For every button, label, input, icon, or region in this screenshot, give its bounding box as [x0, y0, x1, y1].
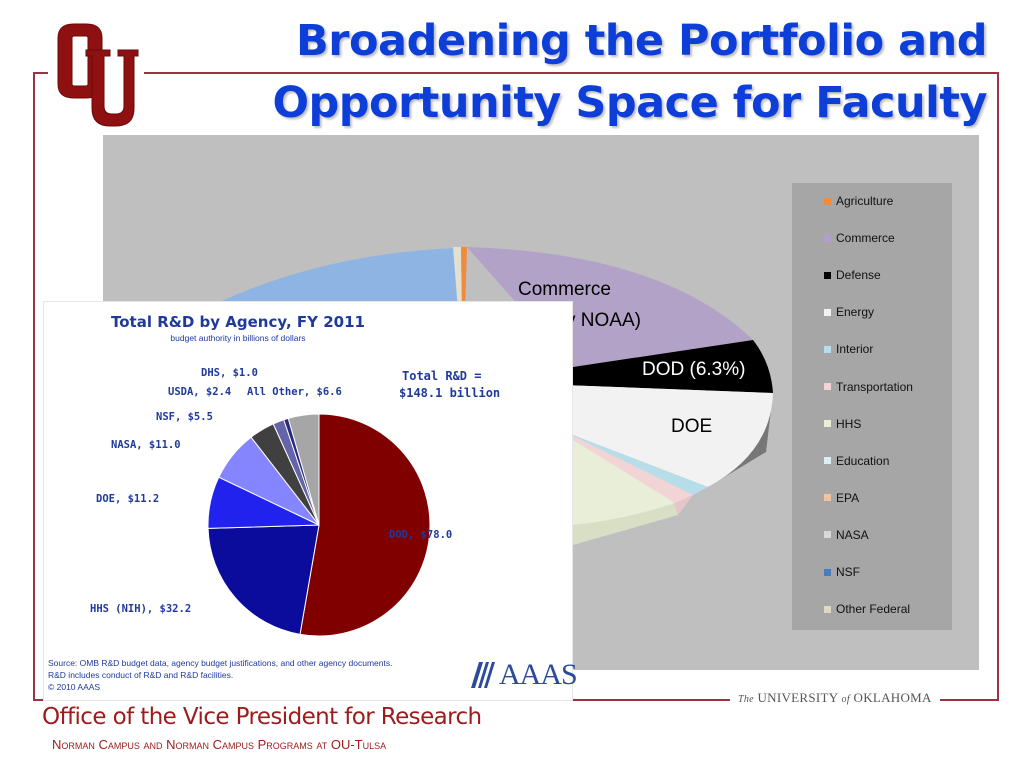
university-of: of — [841, 694, 850, 705]
legend-item-nsf: NSF — [824, 565, 860, 579]
legend-swatch — [824, 531, 831, 539]
title-line-1: Broadening the Portfolio and — [296, 16, 987, 66]
legend-swatch — [824, 457, 831, 465]
legend-item-transportation: Transportation — [824, 380, 913, 394]
legend-label: NSF — [836, 565, 860, 579]
legend-item-other-federal: Other Federal — [824, 602, 910, 616]
legend-label: Transportation — [836, 379, 913, 394]
legend-label: EPA — [836, 490, 860, 505]
label-noaa: y NOAA) — [566, 310, 641, 331]
inset-chart-subtitle: budget authority in billions of dollars — [170, 333, 306, 343]
legend-item-nasa: NASA — [824, 528, 869, 542]
legend-label: Energy — [836, 305, 875, 320]
label-commerce: Commerce — [518, 279, 611, 300]
footer-campus: Norman Campus and Norman Campus Programs… — [52, 737, 387, 752]
legend-item-hhs: HHS — [824, 417, 861, 431]
legend-swatch — [824, 345, 831, 353]
inset-label-hhs: HHS (NIH), $32.2 — [90, 603, 192, 615]
inset-source-line-1: Source: OMB R&D budget data, agency budg… — [48, 658, 393, 668]
aaas-wordmark: AAAS — [499, 658, 578, 692]
inset-total: Total R&D = $148.1 billion — [399, 368, 500, 402]
legend-swatch — [824, 383, 831, 390]
legend-item-interior: Interior — [824, 342, 873, 356]
label-doe: DOE — [671, 416, 713, 437]
ou-logo: OU — [52, 18, 139, 127]
legend-item-energy: Energy — [824, 305, 874, 319]
legend-label: HHS — [836, 416, 862, 431]
legend-label: Commerce — [836, 231, 895, 246]
legend-label: Interior — [836, 342, 874, 357]
legend-item-commerce: Commerce — [824, 231, 895, 245]
inset-slice-hhs — [207, 524, 320, 635]
label-dod: DOD (6.3%) — [642, 359, 746, 380]
aaas-logo: AAAS — [469, 658, 578, 692]
pie-3d-legend — [792, 183, 952, 630]
legend-item-education: Education — [824, 454, 889, 468]
inset-source-line-2: R&D includes conduct of R&D and R&D faci… — [48, 670, 234, 680]
inset-slice-dod — [299, 413, 431, 637]
legend-swatch — [824, 420, 831, 428]
legend-swatch — [824, 234, 831, 242]
inset-source-line-3: © 2010 AAAS — [48, 682, 101, 692]
legend-item-epa: EPA — [824, 491, 859, 505]
legend-swatch — [824, 568, 831, 576]
pie-slice-energy — [563, 385, 773, 487]
pie-slice-hhs — [543, 435, 675, 525]
inset-label-nasa: NASA, $11.0 — [111, 439, 181, 451]
legend-label: Education — [836, 453, 890, 468]
legend-label: Defense — [836, 268, 881, 283]
footer-office: Office of the Vice President for Researc… — [42, 704, 482, 730]
legend-label: Agriculture — [836, 194, 894, 208]
inset-label-usda: USDA, $2.4 — [168, 386, 232, 398]
pie-slice-defense — [563, 340, 773, 393]
inset-label-nsf: NSF, $5.5 — [156, 411, 213, 423]
legend-label: NASA — [836, 527, 869, 542]
pie-slice-transportation — [565, 435, 693, 503]
legend-swatch — [824, 197, 831, 205]
inset-source: Source: OMB R&D budget data, agency budg… — [48, 657, 392, 693]
title-line-2: Opportunity Space for Faculty — [272, 78, 987, 128]
inset-chart-title: Total R&D by Agency, FY 2011 — [111, 313, 365, 331]
university-wordmark: The UNIVERSITY of OKLAHOMA — [730, 690, 940, 706]
legend-label: Other Federal — [836, 602, 911, 617]
inset-total-line1: Total R&D = — [402, 369, 482, 383]
inset-label-dod: DOD, $78.0 — [389, 529, 453, 541]
inset-label-dhs: DHS, $1.0 — [201, 367, 258, 379]
legend-swatch — [824, 494, 831, 502]
inset-pie-svg — [207, 413, 431, 637]
university-name: UNIVERSITY — [757, 690, 838, 705]
logo-text: OU — [52, 18, 54, 19]
legend-swatch — [824, 308, 831, 316]
inset-slice-all — [287, 413, 320, 526]
inset-total-line2: $148.1 billion — [399, 386, 501, 400]
legend-item-defense: Defense — [824, 268, 881, 282]
inset-label-doe: DOE, $11.2 — [96, 493, 160, 505]
aaas-inset-chart: Total R&D by Agency, FY 2011 budget auth… — [43, 301, 578, 701]
legend-item-agriculture: Agriculture — [824, 194, 893, 208]
university-state: OKLAHOMA — [853, 690, 932, 705]
inset-label-all-other: All Other, $6.6 — [247, 386, 342, 398]
legend-swatch — [824, 605, 831, 613]
aaas-mark-icon — [471, 662, 495, 688]
pie-slice-commerce — [467, 247, 753, 367]
legend-swatch — [824, 271, 831, 279]
pie-slice-interior — [571, 435, 708, 495]
aaas-text: AAAS — [499, 658, 578, 691]
slide-title: Broadening the Portfolio and Opportunity… — [227, 10, 987, 134]
university-the: The — [738, 694, 754, 705]
